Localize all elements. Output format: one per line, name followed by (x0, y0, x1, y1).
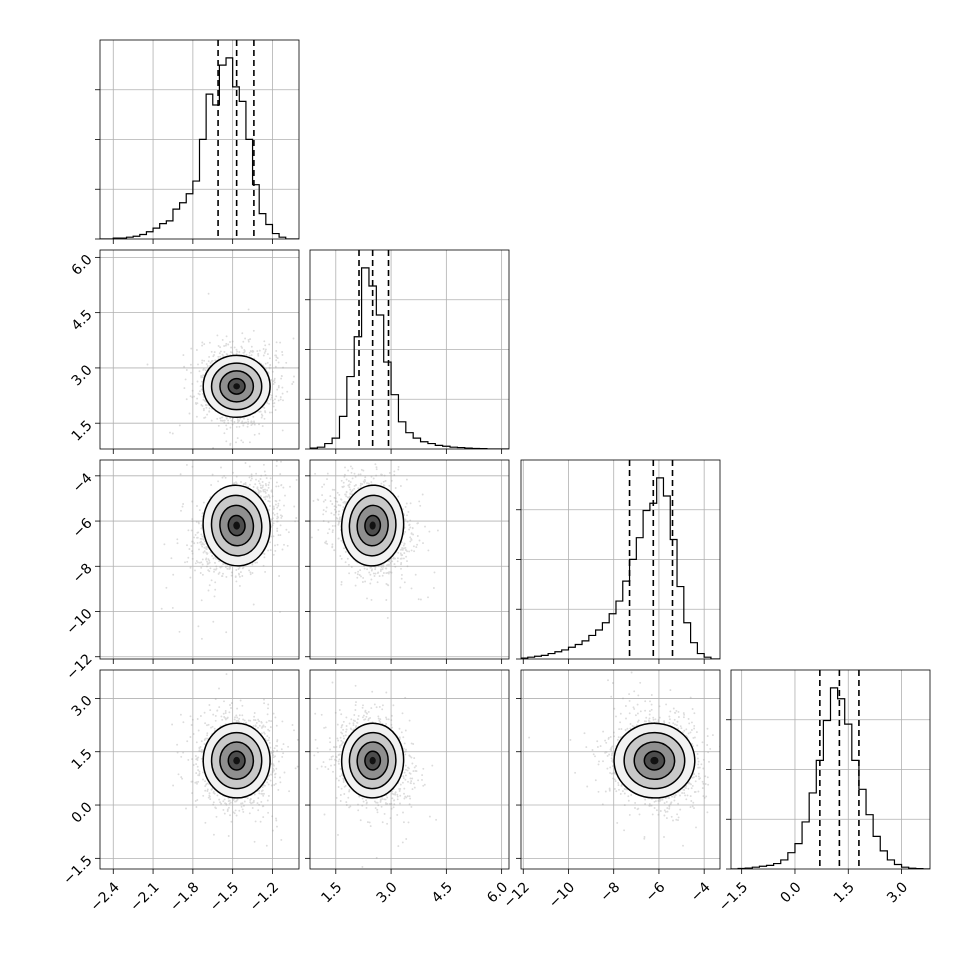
density-fill (233, 521, 240, 530)
panel-frame (520, 669, 721, 870)
contour-line (613, 722, 696, 799)
contour-line (227, 377, 246, 395)
contour-line (340, 484, 405, 567)
x-tick-label: 3.0 (374, 879, 401, 906)
panel-frame (730, 669, 931, 870)
y-tick-label: −10 (63, 606, 95, 638)
histogram-series (100, 57, 299, 239)
panel-frame (520, 459, 721, 660)
x-tick-label: −2.4 (88, 879, 123, 914)
contour-line (219, 370, 255, 403)
scatter-panel-3-1 (310, 670, 509, 869)
histogram-panel-1 (305, 250, 509, 450)
x-tick-label: 1.5 (831, 879, 858, 906)
scatter-panel-3-0 (100, 670, 299, 869)
y-tick-label: 1.5 (69, 746, 96, 773)
x-tick-label: 3.0 (884, 879, 911, 906)
panel-frame (309, 669, 510, 870)
contour-line (210, 731, 263, 790)
contour-line (340, 722, 405, 799)
x-tick-label: −1.8 (167, 879, 202, 914)
y-tick-label: 0.0 (69, 799, 96, 826)
contour-line (356, 504, 389, 547)
histogram-series (310, 267, 509, 449)
contour-line (202, 722, 271, 799)
density-fill (369, 521, 376, 530)
x-tick-label: −10 (546, 879, 578, 911)
y-tick-label: −12 (63, 651, 95, 683)
x-tick-label: −1.5 (207, 879, 242, 914)
y-tick-label: 6.0 (69, 252, 96, 279)
contour-line (202, 484, 271, 567)
panel-frame (309, 249, 510, 450)
density-fill (233, 383, 240, 390)
histogram-series (521, 477, 720, 659)
x-tick-label: −4 (688, 879, 714, 905)
contour-line (364, 750, 382, 771)
y-tick-label: −4 (70, 470, 96, 496)
density-fill (233, 756, 240, 765)
histogram-panel-2 (516, 460, 720, 660)
y-tick-label: −8 (70, 561, 96, 587)
panel-frame (99, 39, 300, 240)
scatter-panel-1-0 (100, 250, 299, 449)
scatter-panel-2-0 (100, 460, 299, 659)
y-tick-label: −1.5 (60, 853, 95, 888)
panel-frame (99, 459, 300, 660)
y-tick-label: 3.0 (69, 362, 96, 389)
y-tick-label: 3.0 (69, 693, 96, 720)
contour-line (348, 731, 397, 790)
y-tick-label: 1.5 (69, 418, 96, 445)
contour-line (643, 750, 666, 771)
contour-line (219, 741, 255, 781)
contour-line (633, 741, 676, 781)
x-tick-label: −12 (501, 879, 533, 911)
contour-line (210, 494, 263, 557)
x-tick-label: −1.5 (716, 879, 751, 914)
panel-frame (99, 249, 300, 450)
x-tick-label: 1.5 (318, 879, 345, 906)
density-fill (650, 756, 659, 765)
y-tick-label: −6 (70, 515, 96, 541)
contour-line (219, 504, 255, 547)
contour-line (210, 362, 263, 411)
scatter-panel-2-1 (310, 460, 509, 659)
x-tick-label: −8 (597, 879, 623, 905)
contour-line (227, 750, 246, 771)
histogram-panel-3 (726, 670, 930, 870)
contour-line (202, 354, 271, 419)
density-fill (369, 756, 376, 765)
panel-frame (99, 669, 300, 870)
x-tick-label: −6 (643, 879, 669, 905)
scatter-panel-3-2 (521, 670, 720, 869)
histogram-panel-0 (95, 40, 299, 240)
contour-line (356, 741, 389, 781)
y-tick-label: 4.5 (69, 307, 96, 334)
x-tick-label: −2.1 (127, 879, 162, 914)
panel-frame (309, 459, 510, 660)
contour-line (623, 731, 686, 790)
x-tick-label: 0.0 (778, 879, 805, 906)
contour-line (364, 514, 382, 537)
histogram-series (731, 687, 930, 869)
contour-line (227, 514, 246, 537)
contour-line (348, 494, 397, 557)
x-tick-label: −1.2 (247, 879, 282, 914)
x-tick-label: 4.5 (429, 879, 456, 906)
